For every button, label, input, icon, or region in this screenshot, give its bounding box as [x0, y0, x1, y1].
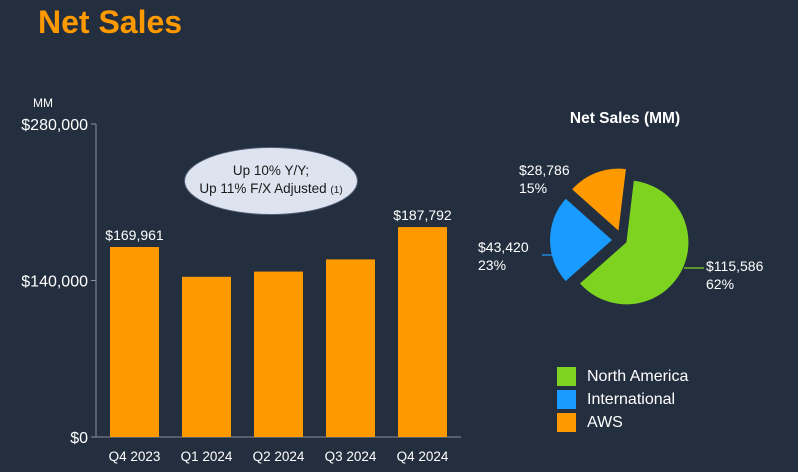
y-tick-label: $140,000	[21, 274, 88, 291]
legend-label-north-america: North America	[587, 367, 689, 385]
pie-percent-aws: 15%	[519, 180, 548, 196]
callout-line-2-text: Up 11% F/X Adjusted	[199, 181, 327, 196]
callout-footnote: (1)	[330, 185, 343, 196]
pie-value-international: $43,420	[478, 239, 529, 255]
x-tick-label: Q3 2024	[325, 449, 377, 464]
x-tick-label: Q2 2024	[253, 449, 305, 464]
pie-slice-international	[549, 198, 612, 282]
pie-value-aws: $28,786	[519, 162, 570, 178]
legend-label-international: International	[587, 390, 676, 408]
bar-q2-2024	[254, 271, 303, 437]
x-tick-label: Q4 2023	[109, 449, 161, 464]
legend-item-aws: AWS	[557, 411, 688, 434]
legend-swatch-aws	[557, 413, 576, 432]
bar-q1-2024	[182, 276, 231, 437]
bar-data-label: $187,792	[393, 207, 452, 223]
pie-percent-north-america: 62%	[706, 276, 735, 292]
callout-line-1: Up 10% Y/Y;	[232, 163, 310, 178]
pie-leader-line	[585, 180, 597, 189]
bar-data-label: $169,961	[105, 227, 164, 243]
pie-legend: North America International AWS	[557, 365, 688, 434]
x-tick-label: Q1 2024	[181, 449, 233, 464]
page-title: Net Sales	[38, 4, 183, 40]
pie-value-north-america: $115,586	[706, 258, 764, 274]
legend-item-international: International	[557, 388, 688, 411]
legend-item-north-america: North America	[557, 365, 688, 388]
growth-callout: Up 10% Y/Y; Up 11% F/X Adjusted (1)	[184, 147, 358, 215]
pie-label-international: $43,420 23%	[478, 238, 529, 274]
legend-label-aws: AWS	[587, 413, 623, 431]
y-tick-label: $280,000	[21, 117, 88, 134]
pie-title: Net Sales (MM)	[569, 110, 681, 127]
pie-percent-international: 23%	[478, 257, 507, 273]
pie-label-north-america: $115,586 62%	[706, 257, 763, 293]
pie-label-aws: $28,786 15%	[519, 161, 570, 197]
y-tick-label: $0	[70, 430, 88, 447]
pie-slice-north-america	[580, 180, 689, 305]
bar-q4-2023	[110, 247, 159, 437]
x-tick-label: Q4 2024	[397, 449, 449, 464]
legend-swatch-international	[557, 390, 576, 409]
y-axis-unit-label: MM	[33, 96, 53, 110]
bar-q4-2024	[398, 227, 447, 437]
callout-line-2: Up 11% F/X Adjusted (1)	[199, 180, 342, 200]
bar-q3-2024	[326, 259, 375, 437]
legend-swatch-north-america	[557, 367, 576, 386]
pie-slice-aws	[572, 168, 626, 231]
